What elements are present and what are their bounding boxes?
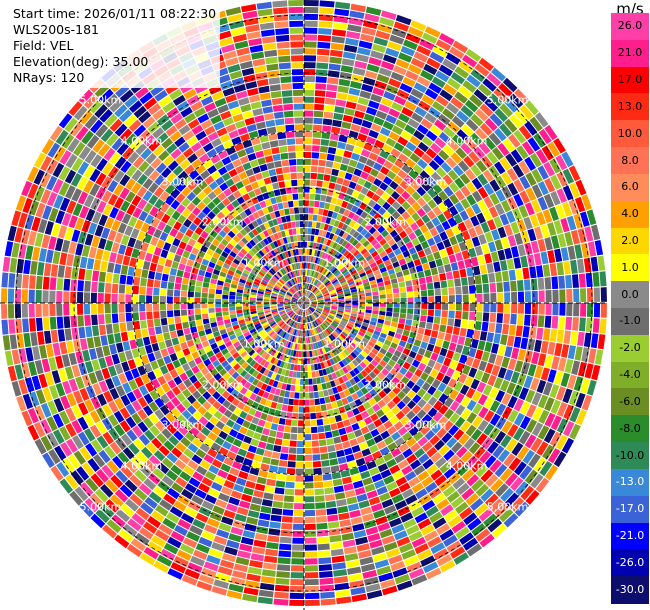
colorbar-swatch: [611, 308, 649, 336]
colorbar-label: -6.0: [619, 394, 641, 408]
colorbar-label: 8.0: [621, 153, 639, 167]
colorbar-swatch: [611, 415, 649, 443]
colorbar-swatch: [611, 576, 649, 604]
colorbar-swatch: [611, 522, 649, 550]
start-time: Start time: 2026/01/11 08:22:30: [13, 6, 217, 21]
range-ring-label: 1.00km: [243, 257, 285, 270]
ray-count: NRays: 120: [13, 70, 85, 85]
velocity-gates: [1, 26, 597, 596]
velocity-gates: [22, 0, 599, 600]
range-ring-labels: 1.00km 1.00km 1.00km 1.00km 2.00km 2.00km 2.00…: [80, 93, 529, 513]
colorbar-label: 6.0: [621, 180, 639, 194]
colorbar-label: -17.0: [615, 502, 645, 516]
range-ring-label: 2.00km: [365, 378, 407, 391]
range-ring-label: 5.00km: [487, 93, 529, 106]
velocity-gates: [1, 10, 592, 600]
range-ring-label: 1.00km: [243, 337, 285, 350]
colorbar-swatch: [611, 227, 649, 255]
range-ring-label: 5.00km: [80, 501, 122, 514]
field-name: Field: VEL: [13, 38, 74, 53]
scan-info-panel: Start time: 2026/01/11 08:22:30 WLS200s-…: [12, 5, 221, 88]
range-ring-label: 3.00km: [162, 419, 204, 432]
colorbar-label: -2.0: [619, 341, 641, 355]
colorbar-label: 2.0: [621, 233, 639, 247]
colorbar-label: 4.0: [621, 207, 639, 221]
colorbar-label: 10.0: [617, 126, 643, 140]
station-name: WLS200s-181: [13, 22, 99, 37]
velocity-gates: [23, 6, 600, 593]
colorbar-swatch: [611, 66, 649, 95]
range-ring-label: 3.00km: [162, 175, 204, 188]
colorbar-swatch: [611, 361, 649, 390]
colorbar-swatch: [611, 281, 649, 309]
elevation: Elevation(deg): 35.00: [13, 54, 149, 69]
colorbar-label: 0.0: [621, 287, 639, 301]
colorbar-swatch: [611, 147, 649, 175]
colorbar-label: -30.0: [615, 582, 645, 596]
velocity-gates: [7, 7, 581, 607]
colorbar-swatch: [611, 13, 649, 41]
colorbar-label: 17.0: [617, 73, 643, 87]
colorbar-label: 26.0: [617, 19, 643, 33]
colorbar-swatch: [611, 388, 649, 416]
range-ring-label: 3.00km: [405, 175, 447, 188]
colorbar-swatch: [611, 120, 649, 148]
range-ring-label: 2.00km: [365, 216, 407, 229]
colorbar-swatch: [611, 495, 649, 524]
colorbar-label: -26.0: [615, 555, 645, 569]
range-ring-label: 3.00km: [405, 419, 447, 432]
colorbar-swatch: [611, 93, 649, 121]
colorbar-swatch: [611, 442, 649, 470]
colorbar-swatch: [611, 39, 649, 68]
crosshair-axes: [0, 0, 608, 610]
colorbar-label: -8.0: [619, 421, 641, 435]
range-ring-label: 4.00km: [121, 134, 163, 147]
velocity-gates: [2, 10, 597, 580]
colorbar-label: 13.0: [617, 99, 643, 113]
colorbar-label: -13.0: [615, 475, 645, 489]
velocity-gates: [9, 6, 601, 598]
colorbar-label: -21.0: [615, 528, 645, 542]
range-ring-label: 4.00km: [446, 460, 488, 473]
velocity-gates: [16, 21, 579, 593]
colorbar-label: -4.0: [619, 368, 641, 382]
colorbar-swatch: [611, 334, 649, 363]
range-ring-label: 2.00km: [202, 216, 244, 229]
range-ring-label: 4.00km: [121, 460, 163, 473]
colorbar-swatch: [611, 200, 649, 229]
range-ring-label: 1.00km: [324, 337, 366, 350]
colorbar-label: 1.0: [621, 260, 639, 274]
colorbar-label: -1.0: [619, 314, 641, 328]
colorbar-label: 21.0: [617, 46, 643, 60]
colorbar-swatch: [611, 173, 649, 202]
range-ring-label: 4.00km: [446, 134, 488, 147]
colorbar-swatch: [611, 468, 649, 497]
ppi-scan-plot: 1.00km 1.00km 1.00km 1.00km 2.00km 2.00km 2.00…: [0, 0, 608, 610]
velocity-gates: [15, 0, 601, 593]
range-ring-label: 5.00km: [487, 501, 529, 514]
range-ring-label: 2.00km: [202, 378, 244, 391]
range-ring-label: 5.00km: [80, 93, 122, 106]
colorbar-label: -10.0: [615, 448, 645, 462]
colorbar-swatch: [611, 549, 649, 577]
range-ring-label: 1.00km: [324, 257, 366, 270]
velocity-sectors: [1, 0, 608, 607]
colorbar-swatch: [611, 254, 649, 282]
colorbar: 26.0 21.0 17.0 13.0 10.0 8.0 6.0 4.0 2.0 1.0 0.0 -1…: [611, 13, 649, 604]
